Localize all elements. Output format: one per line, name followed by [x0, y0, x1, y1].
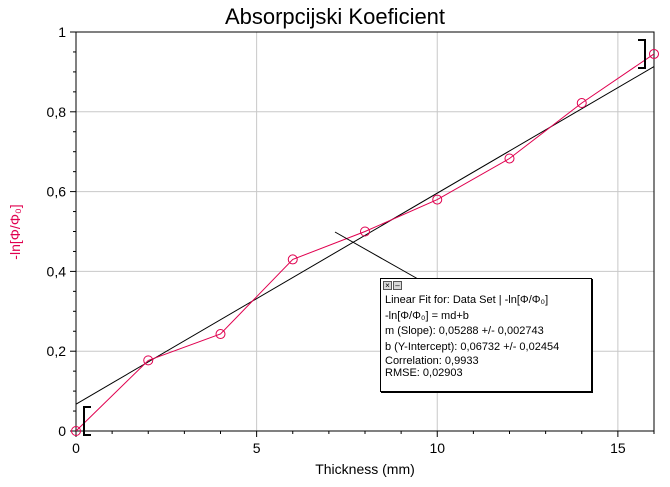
fit-title: Linear Fit for: Data Set | -ln[Φ/Φ₀] — [385, 294, 549, 306]
y-tick-label: 1 — [58, 24, 66, 40]
y-tick-label: 0,8 — [47, 104, 67, 120]
x-axis-tick-labels: 0 5 10 15 — [72, 440, 626, 456]
linear-fit — [75, 66, 655, 405]
data-point — [432, 194, 443, 205]
data-series — [71, 48, 659, 436]
fit-equation: -ln[Φ/Φ₀] = md+b — [385, 309, 469, 322]
data-point — [143, 355, 154, 366]
y-axis-label: -ln[Φ/Φ₀] — [7, 204, 23, 259]
series-line — [75, 53, 655, 432]
fit-box-leader-line — [334, 231, 419, 280]
data-point — [576, 98, 587, 109]
fit-range-brackets — [83, 38, 646, 436]
x-tick-label: 10 — [429, 440, 445, 456]
axis-ticks — [70, 31, 655, 437]
close-icon[interactable]: × — [383, 281, 392, 290]
data-point — [649, 48, 659, 59]
left-range-bracket — [83, 406, 91, 436]
fit-rmse: RMSE: 0,02903 — [385, 367, 463, 379]
x-tick-label: 0 — [72, 440, 80, 456]
fit-intercept: b (Y-Intercept): 0,06732 +/- 0,02454 — [385, 340, 560, 353]
x-tick-label: 15 — [610, 440, 626, 456]
fit-line — [75, 66, 655, 405]
right-range-bracket — [638, 38, 646, 69]
y-tick-label: 0,4 — [47, 263, 67, 279]
data-point — [360, 226, 370, 237]
y-axis-tick-labels: 0 0,2 0,4 0,6 0,8 1 — [47, 24, 67, 439]
fit-correlation: Correlation: 0,9933 — [385, 355, 479, 367]
data-point — [504, 153, 515, 164]
linear-fit-info-box[interactable]: × – Linear Fit for: Data Set | -ln[Φ/Φ₀]… — [380, 278, 592, 392]
data-point — [287, 254, 298, 265]
fit-slope: m (Slope): 0,05288 +/- 0,002743 — [385, 325, 544, 337]
x-axis-label: Thickness (mm) — [315, 461, 415, 477]
x-tick-label: 5 — [253, 440, 261, 456]
chart-title: Absorpcijski Koeficient — [225, 4, 445, 29]
data-point — [215, 329, 226, 340]
data-point — [71, 426, 81, 436]
y-tick-label: 0,6 — [47, 184, 67, 200]
y-tick-label: 0,2 — [47, 343, 67, 359]
minimize-icon[interactable]: – — [393, 281, 402, 290]
y-tick-label: 0 — [58, 423, 66, 439]
